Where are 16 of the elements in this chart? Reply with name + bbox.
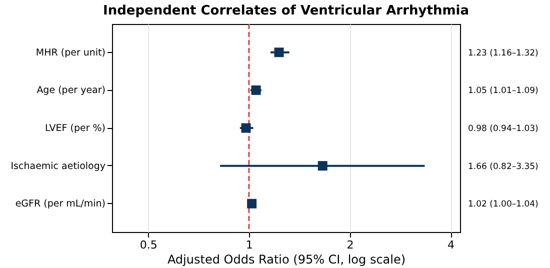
y-tick-label: eGFR (per mL/min) [15, 198, 106, 210]
y-tick-label: Age (per year) [36, 85, 106, 96]
data-label: 1.05 (1.01–1.09) [468, 86, 538, 96]
x-tick-label: 4 [448, 238, 454, 252]
data-label: 1.02 (1.00–1.04) [468, 200, 538, 210]
x-tick-label: 0.5 [140, 238, 158, 252]
data-label: 0.98 (0.94–1.03) [468, 124, 538, 134]
x-axis-title: Adjusted Odds Ratio (95% CI, log scale) [167, 252, 406, 266]
chart-title: Independent Correlates of Ventricular Arrhythmia [103, 3, 469, 18]
x-tick-label: 2 [346, 238, 354, 252]
y-tick-label: Ischaemic aetiology [10, 160, 106, 172]
y-tick-label: LVEF (per %) [45, 123, 106, 134]
x-tick-label: 1 [246, 238, 253, 252]
data-label: 1.66 (0.82–3.35) [468, 162, 538, 172]
y-tick-label: MHR (per unit) [36, 47, 106, 58]
data-label: 1.23 (1.16–1.32) [468, 48, 538, 58]
